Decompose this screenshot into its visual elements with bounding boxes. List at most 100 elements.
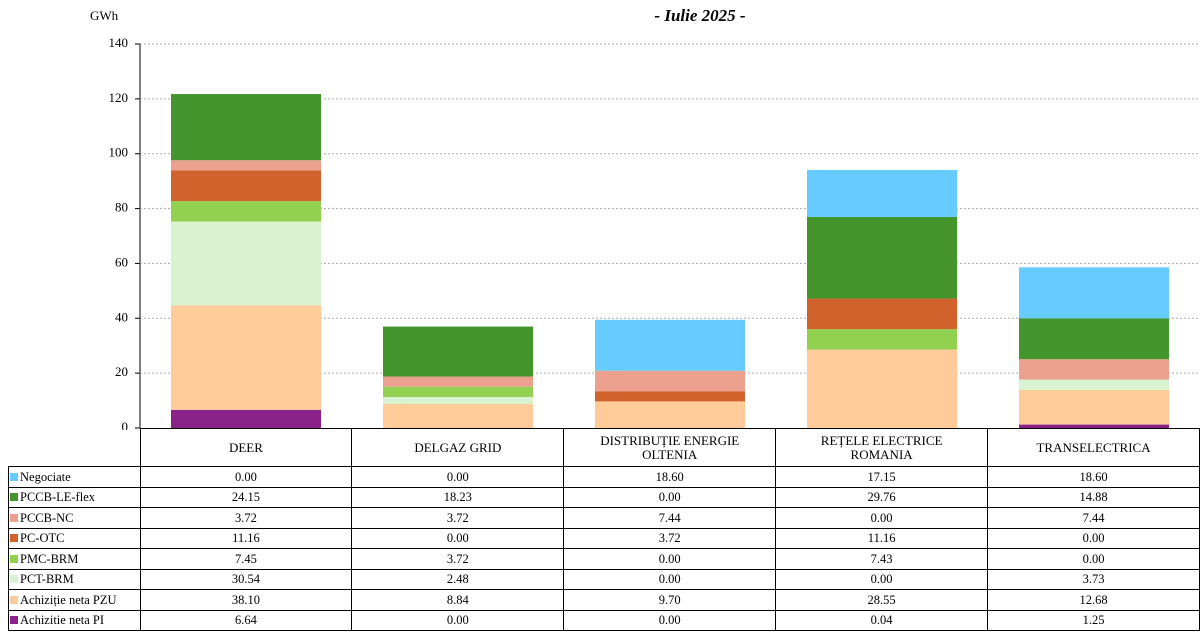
legend-swatch <box>10 534 18 543</box>
bar-segment <box>171 160 321 171</box>
table-value: 0.00 <box>987 527 1200 549</box>
legend-swatch <box>10 616 18 625</box>
bar-segment <box>1019 267 1169 319</box>
table-value: 24.15 <box>139 486 353 508</box>
y-tick-label: 60 <box>115 254 128 269</box>
table-value: 0.00 <box>563 609 777 631</box>
bar-segment <box>383 386 533 397</box>
table-value: 12.68 <box>987 589 1200 611</box>
table-value: 11.16 <box>139 527 353 549</box>
y-tick-label: 100 <box>109 145 129 160</box>
bar-segment <box>595 391 745 402</box>
table-value: 1.25 <box>987 609 1200 631</box>
bar-segment <box>383 376 533 387</box>
table-value: 7.45 <box>139 548 353 570</box>
bar-segment <box>171 221 321 306</box>
table-value: 7.44 <box>987 507 1200 529</box>
table-value: 7.43 <box>775 548 989 570</box>
table-value: 9.70 <box>563 589 777 611</box>
legend-swatch <box>10 472 18 481</box>
table-value: 0.00 <box>351 527 565 549</box>
bar-segment <box>595 401 745 428</box>
legend-entry: PMC-BRM <box>8 548 141 570</box>
table-value: 3.72 <box>351 507 565 529</box>
bar-segment <box>171 409 321 428</box>
table-value: 18.60 <box>987 466 1200 488</box>
table-value: 0.04 <box>775 609 989 631</box>
table-value: 0.00 <box>351 609 565 631</box>
table-value: 0.00 <box>351 466 565 488</box>
bar-segment <box>1019 359 1169 380</box>
bar-segment <box>171 170 321 202</box>
bar-segment <box>807 216 957 299</box>
y-tick-label: 80 <box>115 200 128 215</box>
bar-segment <box>383 403 533 428</box>
table-value: 3.73 <box>987 568 1200 590</box>
bar-segment <box>171 201 321 222</box>
legend-entry: PCCB-NC <box>8 507 141 529</box>
table-value: 2.48 <box>351 568 565 590</box>
table-value: 3.72 <box>139 507 353 529</box>
category-label: TRANSELECTRICA <box>987 428 1200 467</box>
legend-label: PC-OTC <box>20 531 65 546</box>
table-value: 6.64 <box>139 609 353 631</box>
y-tick-label: 40 <box>115 309 128 324</box>
table-value: 8.84 <box>351 589 565 611</box>
legend-label: PCCB-NC <box>20 510 74 525</box>
legend-entry: Achizitie neta PI <box>8 609 141 631</box>
legend-entry: PCCB-LE-flex <box>8 486 141 508</box>
legend-entry: Achiziție neta PZU <box>8 589 141 611</box>
table-value: 0.00 <box>987 548 1200 570</box>
table-value: 18.23 <box>351 486 565 508</box>
bar-segment <box>1019 318 1169 360</box>
legend-label: PCCB-LE-flex <box>20 490 95 505</box>
table-value: 29.76 <box>775 486 989 508</box>
table-value: 38.10 <box>139 589 353 611</box>
bar-segment <box>1019 379 1169 390</box>
legend-label: Achizitie neta PI <box>20 613 104 628</box>
table-value: 0.00 <box>563 486 777 508</box>
legend-swatch <box>10 595 18 604</box>
legend-label: PMC-BRM <box>20 551 79 566</box>
bar-segment <box>595 319 745 371</box>
table-value: 0.00 <box>775 507 989 529</box>
table-value: 0.00 <box>563 548 777 570</box>
legend-label: Negociate <box>20 469 71 484</box>
legend-label: PCT-BRM <box>20 572 74 587</box>
table-corner <box>8 428 141 467</box>
bar-segment <box>383 326 533 377</box>
table-value: 3.72 <box>563 527 777 549</box>
bar-segment <box>595 370 745 392</box>
table-value: 28.55 <box>775 589 989 611</box>
legend-entry: PCT-BRM <box>8 568 141 590</box>
legend-swatch <box>10 554 18 563</box>
legend-swatch <box>10 575 18 584</box>
y-tick-label: 0 <box>122 419 129 430</box>
bar-segment <box>807 298 957 330</box>
table-value: 30.54 <box>139 568 353 590</box>
category-label: DEER <box>139 428 353 467</box>
chart: - Iulie 2025 - GWh 0 20 40 60 80 100 120 140 <box>90 6 1200 430</box>
table-value: 17.15 <box>775 466 989 488</box>
chart-subtitle: - Iulie 2025 - <box>654 6 745 25</box>
bar-segment <box>1019 389 1169 425</box>
bar-segment <box>807 169 957 217</box>
legend-swatch <box>10 493 18 502</box>
table-value: 14.88 <box>987 486 1200 508</box>
table-value: 0.00 <box>775 568 989 590</box>
category-label: DISTRIBUȚIE ENERGIE OLTENIA <box>563 428 777 467</box>
y-tick-label: 120 <box>109 90 129 105</box>
category-label: REȚELE ELECTRICE ROMANIA <box>775 428 989 467</box>
table-value: 18.60 <box>563 466 777 488</box>
bar-segment <box>383 396 533 404</box>
table-value: 11.16 <box>775 527 989 549</box>
bar-segment <box>807 329 957 350</box>
table-value: 3.72 <box>351 548 565 570</box>
bar-segment <box>171 94 321 161</box>
bar-segment <box>807 349 957 428</box>
bar-segment <box>171 305 321 410</box>
legend-entry: PC-OTC <box>8 527 141 549</box>
legend-entry: Negociate <box>8 466 141 488</box>
data-table: DEER DELGAZ GRID DISTRIBUȚIE ENERGIE OLTEN… <box>8 428 1200 631</box>
